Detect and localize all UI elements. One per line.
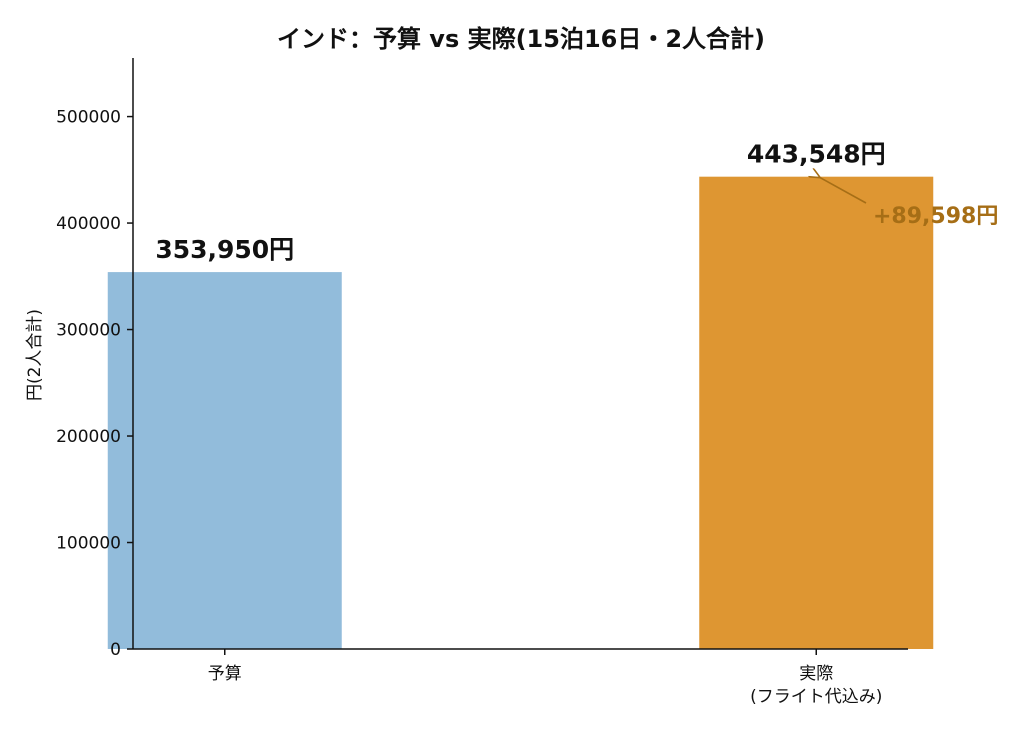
bar-value-label: 443,548円 [747, 140, 886, 169]
chart-title: インド：予算 vs 実際(15泊16日・2人合計) [277, 25, 765, 53]
x-tick-label: 実際 [799, 664, 833, 684]
y-tick-label: 400000 [56, 214, 121, 234]
y-tick-label: 300000 [56, 321, 121, 341]
difference-annotation: +89,598円 [873, 204, 998, 229]
x-tick-label: 予算 [208, 664, 242, 684]
difference-arrow [820, 178, 867, 204]
y-tick-label: 0 [110, 640, 121, 660]
y-axis-label: 円(2人合計) [25, 309, 45, 401]
y-tick-label: 200000 [56, 427, 121, 447]
bar-value-label: 353,950円 [155, 235, 294, 264]
y-tick-label: 500000 [56, 108, 121, 128]
y-tick-label: 100000 [56, 534, 121, 554]
bar [107, 272, 342, 649]
x-tick-label: (フライト代込み) [750, 687, 882, 707]
bar [699, 176, 934, 649]
